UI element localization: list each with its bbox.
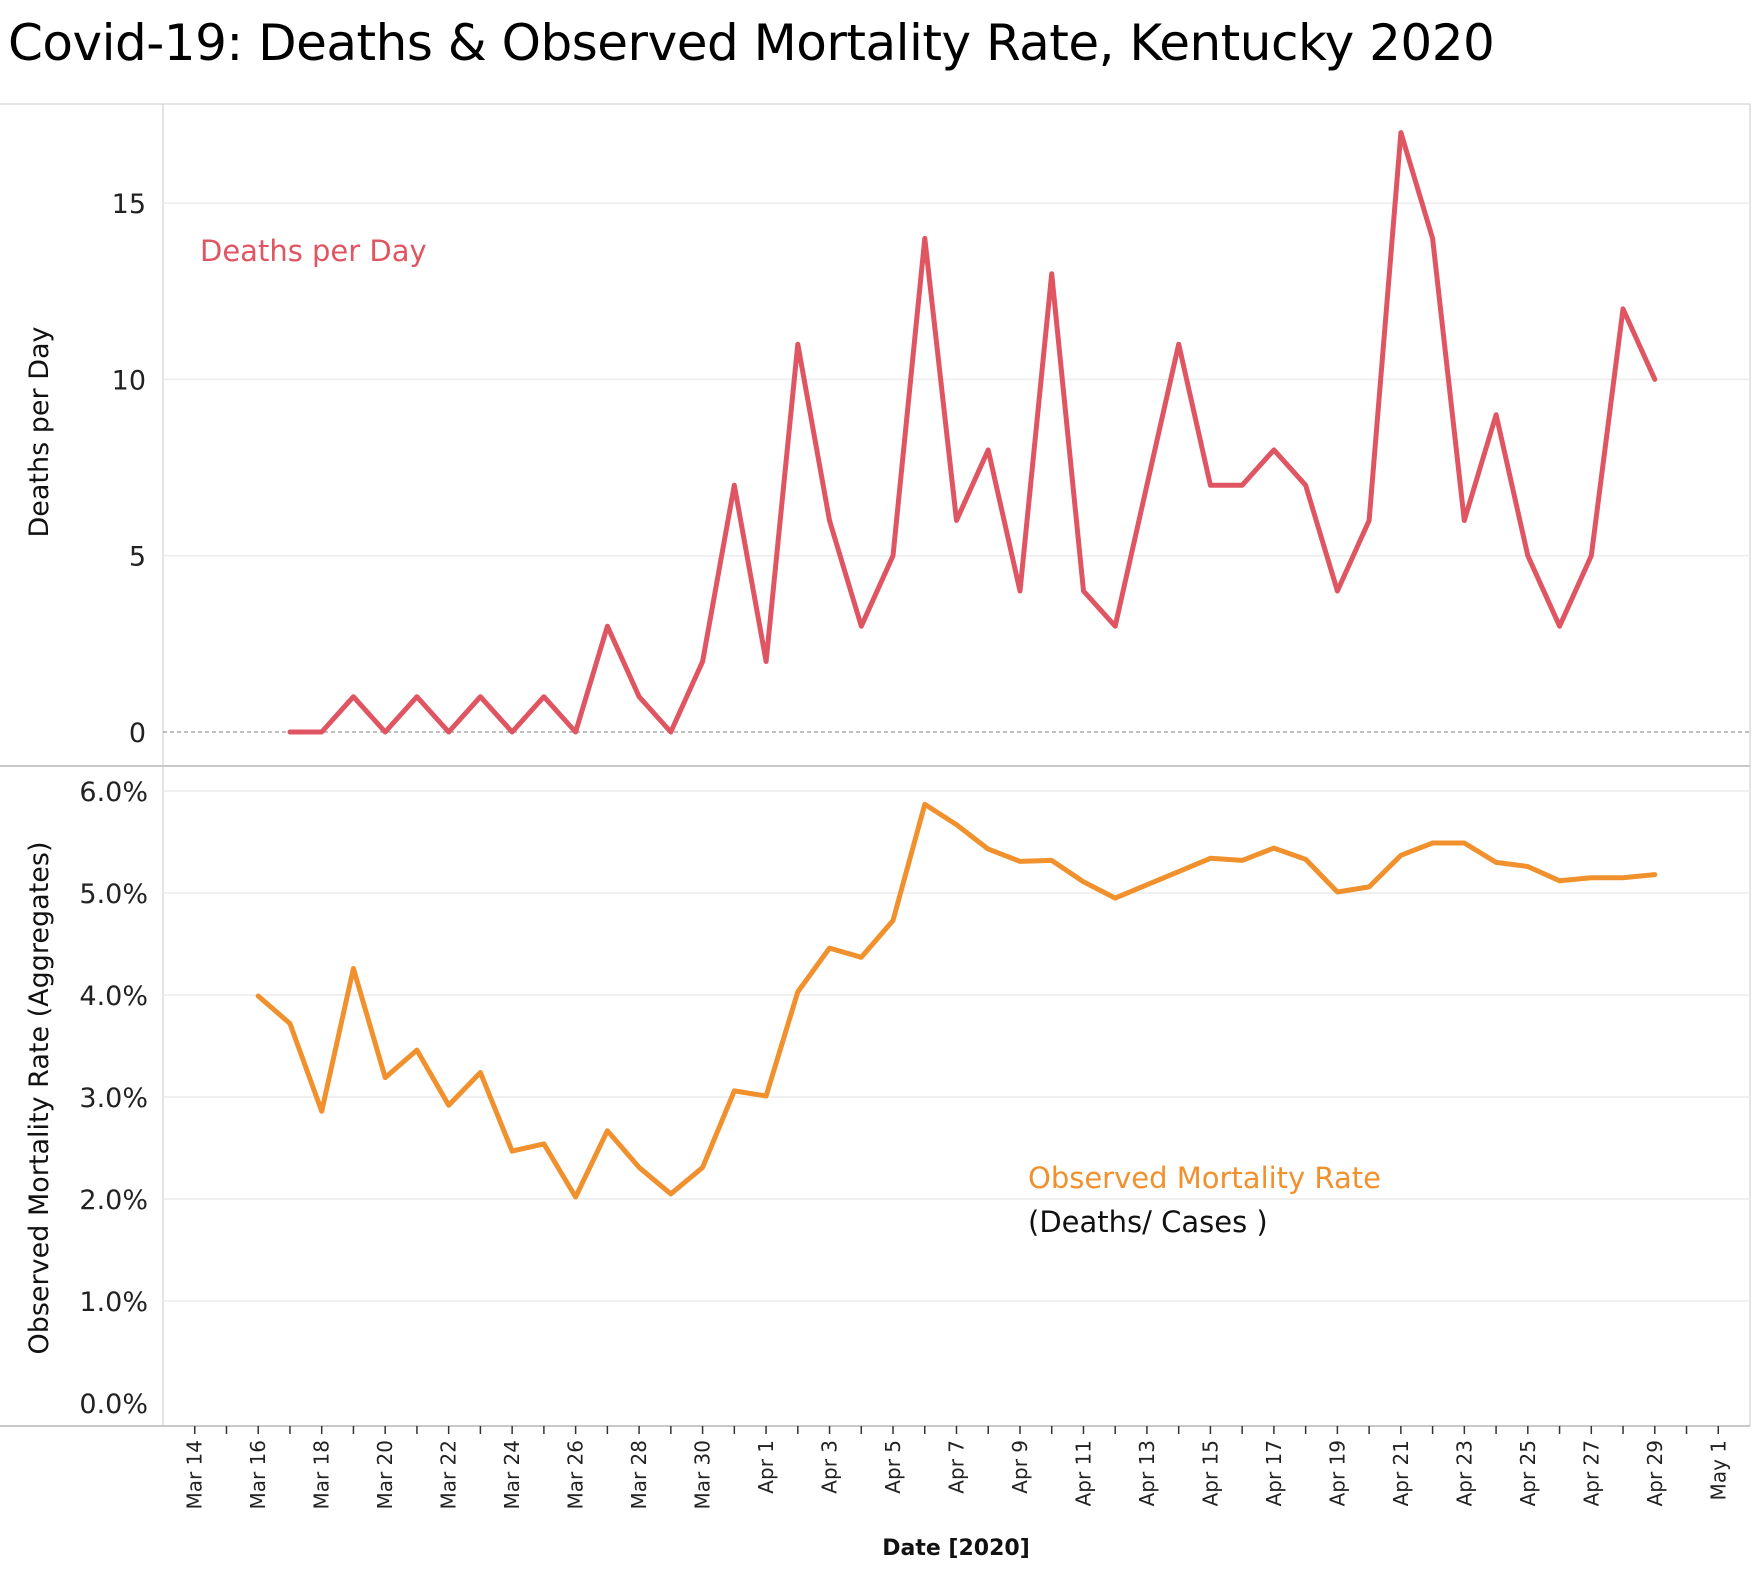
x-tick-label: Apr 13: [1135, 1440, 1159, 1506]
mortality-y-tick-label: 6.0%: [79, 777, 148, 808]
x-tick-label: Mar 26: [564, 1440, 588, 1510]
deaths-series-line: [287, 130, 1658, 735]
x-axis-title: Date [2020]: [882, 1536, 1030, 1561]
x-tick-label: Mar 30: [691, 1440, 715, 1510]
mortality-y-tick-label: 1.0%: [79, 1287, 148, 1318]
x-tick-label: Apr 23: [1452, 1440, 1476, 1506]
x-tick-label: Apr 27: [1579, 1440, 1603, 1506]
x-tick-label: Apr 15: [1198, 1440, 1222, 1506]
x-tick-label: Apr 3: [818, 1440, 842, 1494]
mortality-gridlines: [163, 790, 1750, 1302]
deaths-y-axis-title: Deaths per Day: [24, 326, 55, 537]
x-tick-label: Apr 11: [1071, 1440, 1095, 1506]
mortality-y-tick-label: 4.0%: [79, 981, 148, 1012]
x-tick-label: Mar 18: [310, 1440, 334, 1510]
mortality-y-tick-label: 5.0%: [79, 879, 148, 910]
x-tick-label: May 1: [1706, 1440, 1730, 1500]
x-tick-label: Mar 28: [627, 1440, 651, 1510]
mortality-series-line: [255, 801, 1658, 1200]
mortality-y-tick-label: 3.0%: [79, 1083, 148, 1114]
x-tick-label: Apr 1: [754, 1440, 778, 1494]
chart-frame: [0, 103, 1751, 1427]
x-tick-label: Apr 9: [1008, 1440, 1032, 1494]
mortality-annotation: Observed Mortality Rate: [1028, 1161, 1381, 1195]
x-tick-label: Apr 29: [1643, 1440, 1667, 1506]
x-tick-label: Apr 5: [881, 1440, 905, 1494]
deaths-gridlines: [163, 202, 1750, 733]
x-axis-ticks: Mar 14 Mar 16 Mar 18 Mar 20 Mar 22 Mar 24 Mar …: [183, 1426, 1730, 1510]
mortality-y-tick-label: 2.0%: [79, 1185, 148, 1216]
chart-title: Covid-19: Deaths & Observed Mortality Ra…: [8, 14, 1495, 72]
deaths-y-tick-label: 15: [112, 189, 146, 220]
deaths-y-ticks: 0 5 10 15: [112, 189, 146, 749]
deaths-y-tick-label: 10: [112, 365, 146, 396]
x-tick-label: Apr 17: [1262, 1440, 1286, 1506]
mortality-y-axis-title: Observed Mortality Rate (Aggregates): [24, 841, 55, 1354]
mortality-annotation-note: (Deaths/ Cases ): [1028, 1205, 1268, 1239]
deaths-y-tick-label: 5: [129, 542, 146, 573]
deaths-y-tick-label: 0: [129, 718, 146, 749]
x-tick-label: Mar 20: [373, 1440, 397, 1510]
x-tick-label: Mar 22: [437, 1440, 461, 1510]
mortality-y-ticks: 0.0% 1.0% 2.0% 3.0% 4.0% 5.0% 6.0%: [79, 777, 148, 1420]
x-tick-label: Mar 24: [500, 1440, 524, 1510]
x-tick-label: Apr 21: [1389, 1440, 1413, 1506]
series-lines: [255, 130, 1658, 1200]
x-tick-label: Apr 7: [945, 1440, 969, 1494]
deaths-annotation: Deaths per Day: [200, 234, 427, 268]
x-tick-label: Apr 19: [1325, 1440, 1349, 1506]
x-tick-label: Mar 16: [246, 1440, 270, 1510]
x-tick-label: Apr 25: [1516, 1440, 1540, 1506]
x-tick-label: Mar 14: [183, 1440, 207, 1510]
mortality-y-tick-label: 0.0%: [79, 1389, 148, 1420]
